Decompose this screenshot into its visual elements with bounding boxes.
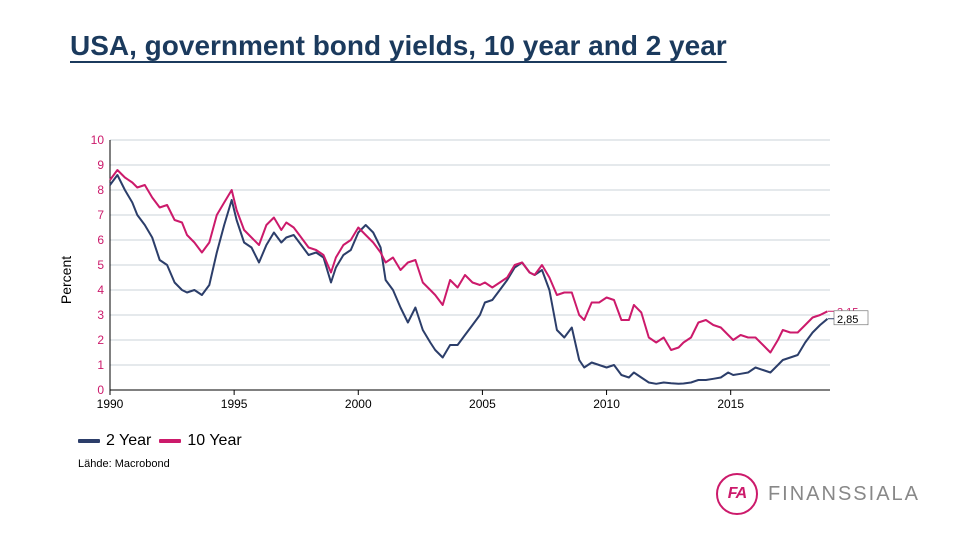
svg-text:1990: 1990 <box>97 397 124 411</box>
brand-name: FINANSSIALA <box>768 483 920 506</box>
svg-text:2,85: 2,85 <box>837 314 858 326</box>
svg-text:2015: 2015 <box>717 397 744 411</box>
svg-text:2005: 2005 <box>469 397 496 411</box>
source-label: Lähde: Macrobond <box>78 458 170 470</box>
svg-text:10: 10 <box>91 133 105 147</box>
svg-text:8: 8 <box>97 183 104 197</box>
legend-label-10year: 10 Year <box>187 432 241 450</box>
brand-logo: FA FINANSSIALA <box>716 473 920 515</box>
svg-text:1: 1 <box>97 358 104 372</box>
legend-swatch-2year <box>78 439 100 443</box>
svg-text:2: 2 <box>97 333 104 347</box>
line-chart: 0123456789101990199520002005201020153,15… <box>70 130 890 430</box>
legend: 2 Year 10 Year <box>78 432 244 450</box>
svg-text:3: 3 <box>97 308 104 322</box>
svg-text:2010: 2010 <box>593 397 620 411</box>
chart-area: Percent 01234567891019901995200020052010… <box>70 130 890 430</box>
y-axis-label: Percent <box>58 256 74 304</box>
svg-text:4: 4 <box>97 283 104 297</box>
svg-text:2000: 2000 <box>345 397 372 411</box>
svg-text:1995: 1995 <box>221 397 248 411</box>
svg-text:9: 9 <box>97 158 104 172</box>
chart-title: USA, government bond yields, 10 year and… <box>70 30 890 62</box>
legend-swatch-10year <box>159 439 181 443</box>
brand-initials: FA <box>728 485 746 503</box>
svg-text:6: 6 <box>97 233 104 247</box>
legend-label-2year: 2 Year <box>106 432 151 450</box>
svg-text:5: 5 <box>97 258 104 272</box>
svg-text:7: 7 <box>97 208 104 222</box>
svg-text:0: 0 <box>97 383 104 397</box>
brand-circle-icon: FA <box>716 473 758 515</box>
